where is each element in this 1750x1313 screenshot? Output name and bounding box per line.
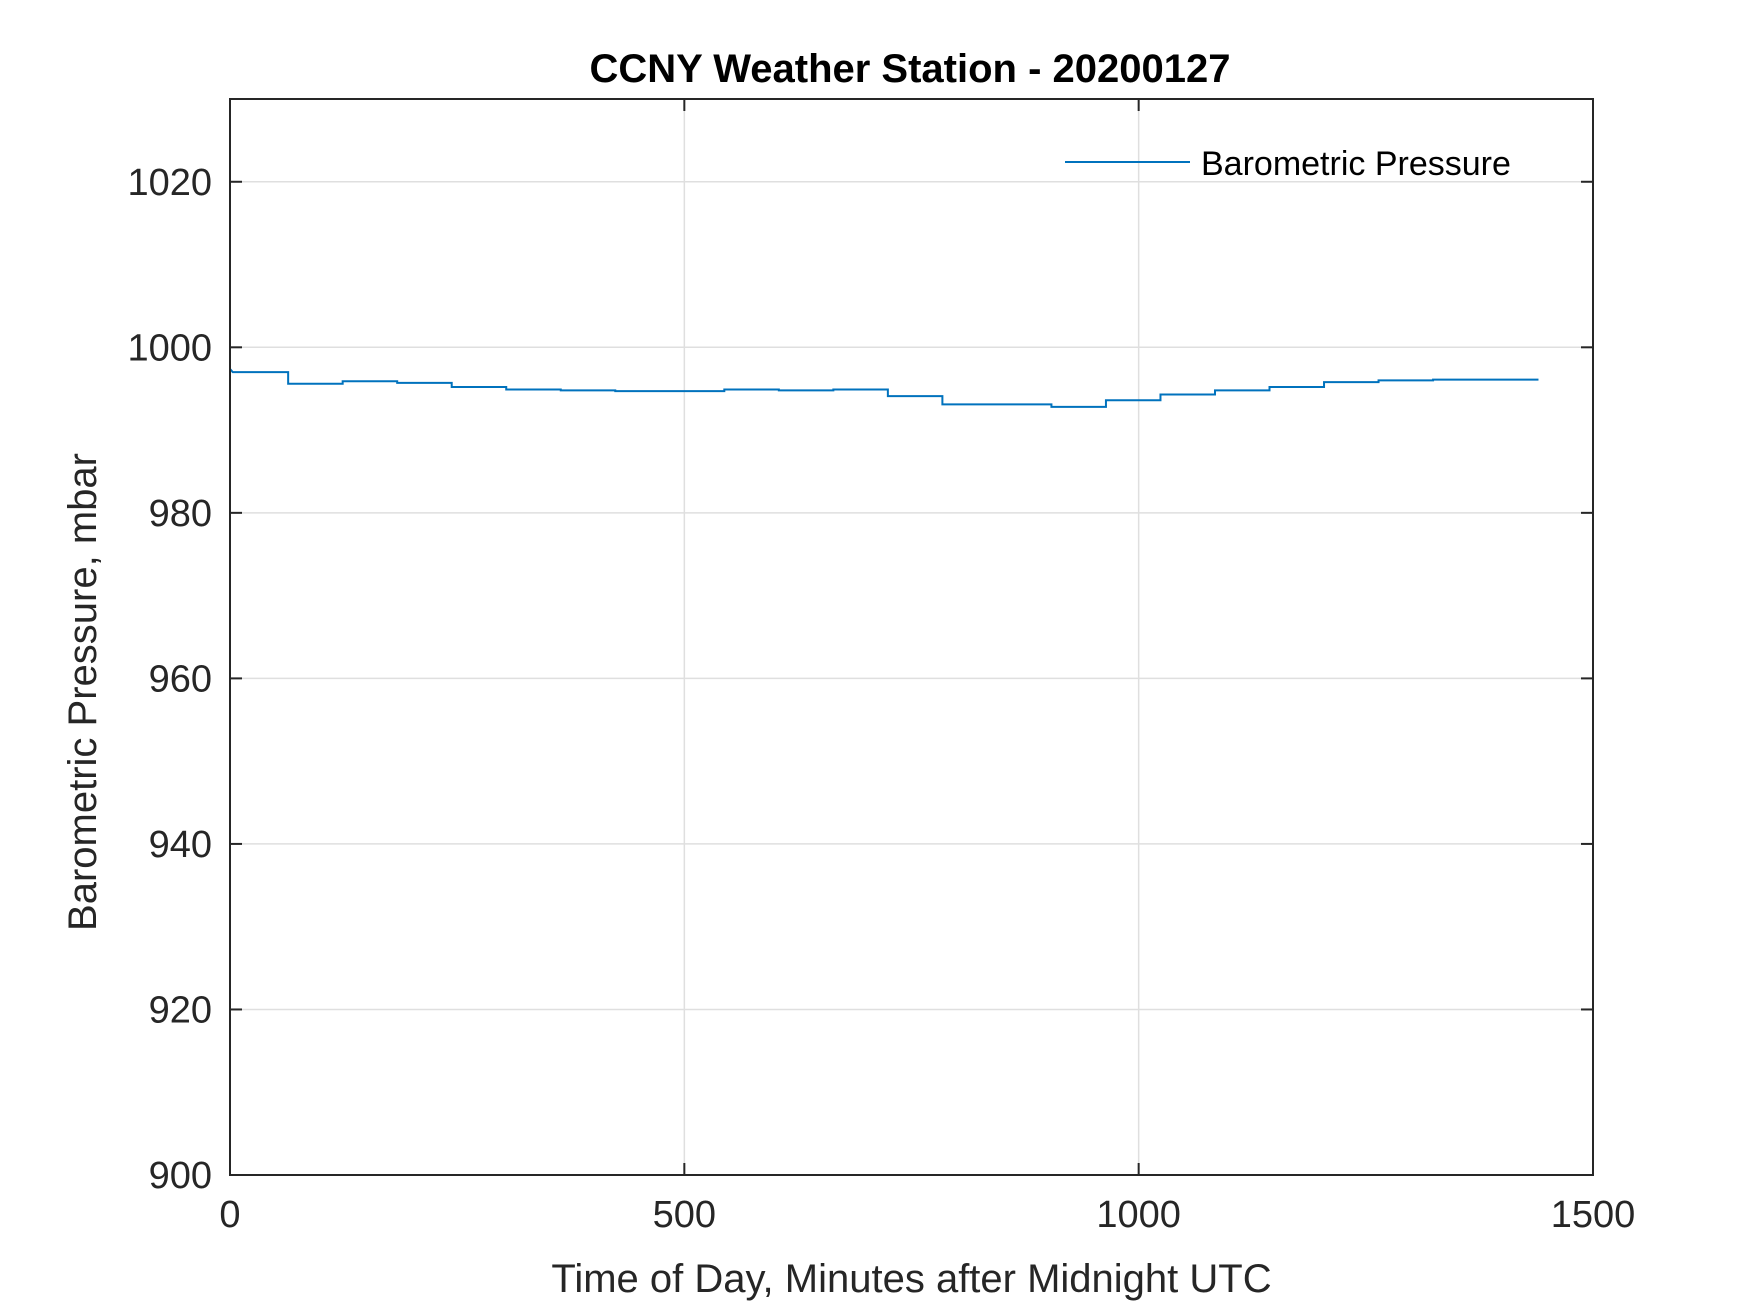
axis-tick-labels: 0 500 1000 1500 900 920 940 960 980 1000 1020 <box>127 162 1635 1236</box>
y-tick-label-960: 960 <box>149 658 212 700</box>
legend-label-barometric-pressure: Barometric Pressure <box>1201 145 1511 183</box>
y-tick-label-1000: 1000 <box>127 327 212 369</box>
y-tick-label-900: 900 <box>149 1155 212 1197</box>
y-tick-label-940: 940 <box>149 824 212 866</box>
axis-ticks <box>229 99 1594 1176</box>
grid-lines <box>230 99 1593 1175</box>
plot-area-frame <box>229 98 1594 1176</box>
series-line-barometric-pressure <box>229 368 1539 408</box>
y-tick-label-980: 980 <box>149 493 212 535</box>
y-tick-label-920: 920 <box>149 989 212 1031</box>
legend: Barometric Pressure <box>1065 145 1511 183</box>
x-tick-label-1000: 1000 <box>1096 1194 1181 1236</box>
x-tick-label-1500: 1500 <box>1551 1194 1636 1236</box>
x-tick-label-500: 500 <box>653 1194 716 1236</box>
x-axis-label: Time of Day, Minutes after Midnight UTC <box>551 1257 1271 1301</box>
x-tick-label-0: 0 <box>219 1194 240 1236</box>
chart-title: CCNY Weather Station - 20200127 <box>590 47 1231 91</box>
y-axis-label: Barometric Pressure, mbar <box>61 453 105 931</box>
y-tick-label-1020: 1020 <box>127 162 212 204</box>
